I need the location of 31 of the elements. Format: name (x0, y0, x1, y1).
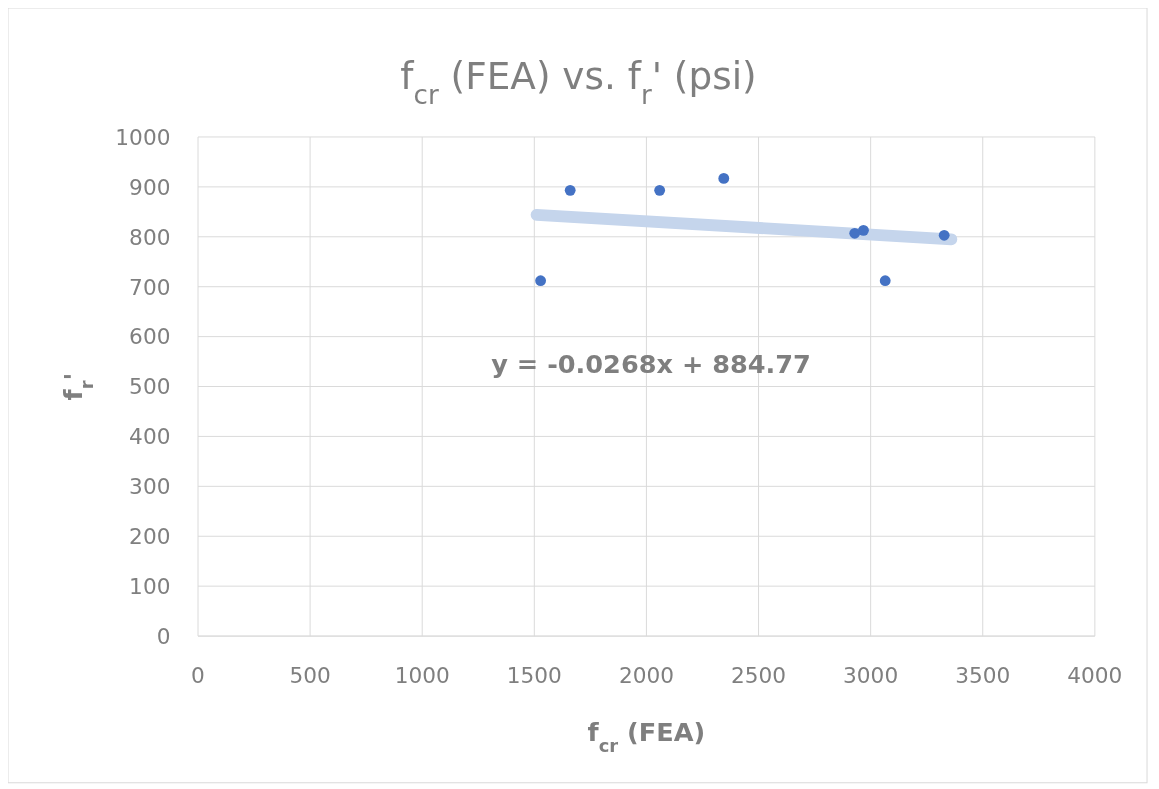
x-tick-label: 2000 (618, 663, 674, 689)
annotation: y = -0.0268x + 884.77 (491, 349, 811, 380)
y-tick-label: 1000 (115, 124, 171, 150)
y-tick-label: 300 (129, 474, 171, 500)
x-tick-label: 3000 (843, 663, 899, 689)
x-tick-label: 2500 (730, 663, 787, 689)
x-tick-label: 500 (289, 663, 331, 689)
point (564, 184, 576, 196)
y-tick-label: 100 (129, 574, 171, 600)
y-tick-label: 800 (129, 224, 171, 250)
y-tick-label: 400 (129, 424, 171, 450)
y-tick-label: 200 (129, 524, 171, 550)
x-tick-label: 4000 (1067, 663, 1123, 689)
chart-title: f$_{cr}$ (FEA) vs. f$_{r}$' (psi) (400, 53, 757, 110)
x-tick-label: 0 (191, 663, 205, 689)
x-tick-label: 1000 (394, 663, 450, 689)
point (718, 172, 730, 184)
x-axis-title: f$_{cr}$ (FEA) (587, 717, 706, 756)
point (858, 224, 869, 236)
y-tick-label: 500 (129, 374, 171, 400)
y-tick-label: 0 (156, 623, 171, 649)
y-tick-label: 600 (129, 324, 171, 350)
point (879, 275, 891, 287)
point (938, 229, 950, 241)
point (849, 227, 861, 239)
point (535, 275, 547, 287)
x-tick-label: 3500 (955, 663, 1011, 689)
x-tick-label: 1500 (506, 663, 562, 689)
point (654, 184, 666, 196)
y-tick-label: 700 (129, 274, 171, 300)
y-tick-label: 900 (129, 174, 171, 200)
